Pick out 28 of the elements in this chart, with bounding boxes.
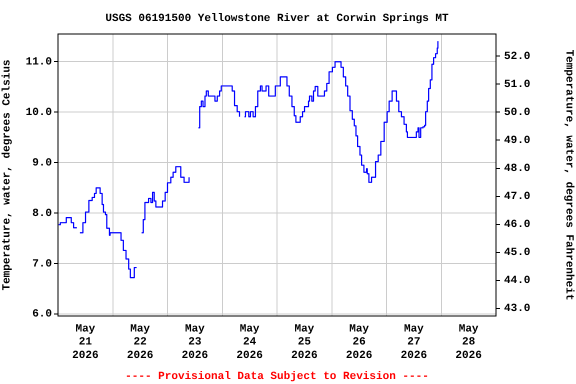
x-tick-label: May 22 2026 [126,323,154,362]
y2-tick-label: 43.0 [504,303,530,316]
y-tick-label: 6.0 [32,308,52,321]
x-tick-label: May 25 2026 [291,323,318,362]
x-tick-label: May 21 2026 [72,323,99,362]
chart-title: USGS 06191500 Yellowstone River at Corwin Springs MT [105,12,450,25]
x-tick-label: May 26 2026 [346,323,372,362]
y2-tick-label: 52.0 [504,50,530,63]
y2-tick-label: 47.0 [504,191,530,204]
y2-tick-label: 51.0 [504,78,530,91]
y2-tick-label: 49.0 [504,135,530,148]
y2-tick-label: 45.0 [504,247,530,260]
y2-tick-label: 50.0 [504,106,530,119]
x-tick-label: May 28 2026 [455,323,482,362]
y2-tick-label: 48.0 [504,163,530,176]
y-axis-title: Temperature, water, degrees Celsius [1,59,14,291]
y2-tick-label: 44.0 [504,275,530,288]
y-tick-label: 10.0 [26,106,52,119]
text: ---- Provisional Data Subject to Revision ---- [125,370,429,383]
y2-axis-title: Temperature, water, degrees Fahrenheit [562,50,575,300]
y2-tick-label: 46.0 [504,219,530,232]
y-tick-label: 7.0 [32,258,52,270]
y-tick-label: 11.0 [26,56,52,69]
x-tick-label: May 27 2026 [400,323,428,362]
y-tick-label: 8.0 [32,208,52,220]
y-tick-label: 9.0 [32,157,52,170]
x-tick-label: May 24 2026 [236,323,263,362]
x-tick-label: May 23 2026 [182,323,208,362]
